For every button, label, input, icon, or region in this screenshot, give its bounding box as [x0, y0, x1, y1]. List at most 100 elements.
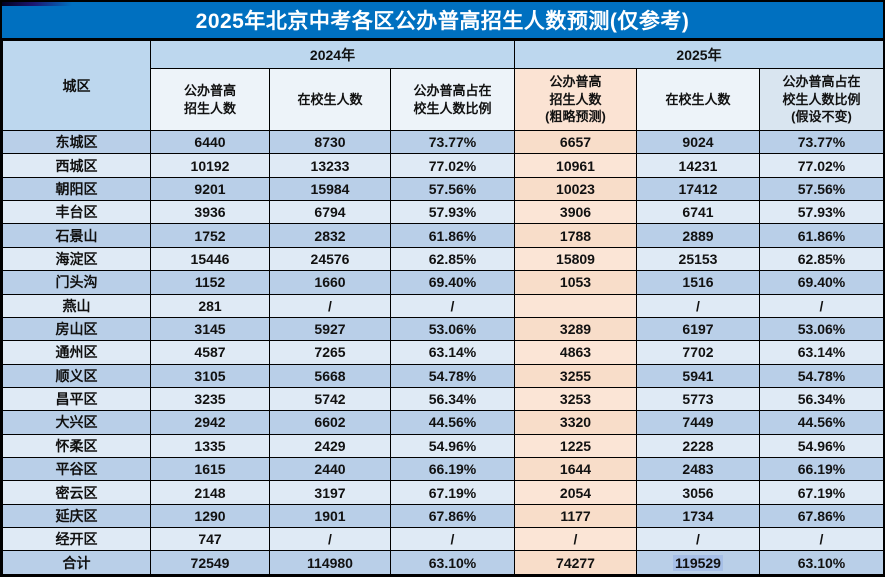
- table-row: 丰台区 3936 6794 57.93% 3906 6741 57.93%: [2, 200, 883, 225]
- data-cell: 61.86%: [390, 223, 515, 248]
- data-cell: 54.78%: [759, 363, 883, 388]
- data-cell: 53.06%: [390, 316, 515, 342]
- data-cell: 1053: [514, 270, 637, 295]
- data-cell: 7265: [269, 340, 391, 365]
- data-cell: 4587: [150, 340, 270, 365]
- data-cell: 3255: [514, 363, 637, 388]
- data-cell: 66.19%: [390, 457, 515, 482]
- data-cell: 10023: [514, 176, 637, 202]
- data-cell: 44.56%: [390, 410, 515, 435]
- data-cell: 1901: [269, 503, 391, 529]
- data-cell: 63.10%: [759, 550, 883, 575]
- data-cell: 63.14%: [390, 340, 515, 365]
- page-title: 2025年北京中考各区公办普高招生人数预测(仅参考): [195, 10, 690, 33]
- column-header-row: 公办普高 招生人数 在校生人数 公办普高占在 校生人数比例 公办普高 招生人数 (粗略…: [3, 68, 883, 131]
- data-cell: /: [759, 527, 883, 552]
- data-cell: 54.96%: [759, 433, 883, 459]
- total-row: 合计 72549 114980 63.10% 74277 119529 63.10%: [2, 550, 883, 575]
- selected-text: 119529: [673, 554, 723, 571]
- data-cell: 67.19%: [390, 480, 515, 505]
- data-cell: 57.93%: [759, 200, 883, 225]
- data-cell: 57.56%: [390, 176, 515, 202]
- data-cell: 6197: [636, 316, 760, 342]
- data-cell: 6657: [514, 129, 637, 155]
- table-row: 房山区 3145 5927 53.06% 3289 6197 53.06%: [2, 316, 883, 342]
- data-cell: 6794: [269, 200, 391, 225]
- data-cell: 13233: [269, 153, 391, 178]
- title-bar: 2025年北京中考各区公办普高招生人数预测(仅参考): [2, 2, 883, 40]
- data-cell: 2228: [636, 433, 760, 459]
- data-cell: 67.86%: [759, 503, 883, 529]
- data-cell: 3906: [514, 200, 637, 225]
- table-row: 石景山 1752 2832 61.86% 1788 2889 61.86%: [2, 223, 883, 248]
- data-cell: 15984: [269, 176, 391, 202]
- table-row: 经开区 747// / / /: [2, 527, 883, 552]
- data-cell: 1660: [269, 270, 391, 295]
- table-row: 海淀区 15446 24576 62.85% 15809 25153 62.85%: [2, 246, 883, 272]
- data-cell: 747: [150, 527, 270, 552]
- data-cell: 1152: [150, 270, 270, 295]
- data-cell: 2440: [269, 457, 391, 482]
- column-header: 公办普高 招生人数 (粗略预测): [514, 68, 637, 131]
- table-row: 怀柔区 1335 2429 54.96% 1225 2228 54.96%: [2, 433, 883, 459]
- data-cell: 67.19%: [759, 480, 883, 505]
- data-cell: 6602: [269, 410, 391, 435]
- data-cell: 6741: [636, 200, 760, 225]
- district-cell: 丰台区: [2, 200, 151, 225]
- data-cell: 4863: [514, 340, 637, 365]
- data-cell: 69.40%: [390, 270, 515, 295]
- column-header: 公办普高 招生人数: [150, 68, 270, 131]
- data-cell: 1788: [514, 223, 637, 248]
- district-cell: 东城区: [2, 129, 151, 155]
- data-cell: 44.56%: [759, 410, 883, 435]
- data-cell: 17412: [636, 176, 760, 202]
- data-cell: 53.06%: [759, 316, 883, 342]
- column-header: 公办普高占在 校生人数比例 (假设不变): [759, 68, 883, 131]
- district-cell: 房山区: [2, 316, 151, 342]
- data-cell: 114980: [269, 550, 391, 575]
- data-cell: 281: [150, 293, 270, 318]
- data-cell: /: [636, 293, 760, 318]
- data-cell: 54.96%: [390, 433, 515, 459]
- column-header: 公办普高占在 校生人数比例: [390, 68, 515, 131]
- data-cell: 72549: [150, 550, 270, 575]
- data-cell: 1644: [514, 457, 637, 482]
- data-cell: 63.14%: [759, 340, 883, 365]
- district-cell: 石景山: [2, 223, 151, 248]
- table-row: 门头沟 1152 1660 69.40% 1053 1516 69.40%: [2, 270, 883, 295]
- data-cell: 62.85%: [759, 246, 883, 272]
- table-row: 朝阳区 9201 15984 57.56% 10023 17412 57.56%: [2, 176, 883, 202]
- district-cell: 怀柔区: [2, 433, 151, 459]
- district-cell: 经开区: [2, 527, 151, 552]
- data-cell: 119529: [636, 550, 760, 575]
- data-cell: 66.19%: [759, 457, 883, 482]
- data-cell: 56.34%: [759, 386, 883, 412]
- data-cell: 9201: [150, 176, 270, 202]
- data-cell: 15446: [150, 246, 270, 272]
- district-cell: 燕山: [2, 293, 151, 318]
- data-cell: 1734: [636, 503, 760, 529]
- data-cell: 1516: [636, 270, 760, 295]
- data-cell: 3253: [514, 386, 637, 412]
- enrollment-forecast-table: 城区 2024年 2025年 公办普高 招生人数 在校生人数 公办普高占在 校生人数…: [2, 40, 883, 575]
- data-cell: 8730: [269, 129, 391, 155]
- column-header: 在校生人数: [269, 68, 391, 131]
- top-gradient-strip: [2, 2, 72, 6]
- column-header: 在校生人数: [636, 68, 760, 131]
- district-cell: 密云区: [2, 480, 151, 505]
- data-cell: 67.86%: [390, 503, 515, 529]
- data-cell: 2054: [514, 480, 637, 505]
- data-cell: 74277: [514, 550, 637, 575]
- data-cell: 2429: [269, 433, 391, 459]
- data-cell: 77.02%: [759, 153, 883, 178]
- data-cell: 3235: [150, 386, 270, 412]
- data-cell: 5773: [636, 386, 760, 412]
- table-row: 延庆区 1290 1901 67.86% 1177 1734 67.86%: [2, 503, 883, 529]
- table-row: 通州区 4587 7265 63.14% 4863 7702 63.14%: [2, 340, 883, 365]
- data-cell: 25153: [636, 246, 760, 272]
- data-cell: /: [514, 527, 637, 552]
- data-cell: 2889: [636, 223, 760, 248]
- data-cell: 10192: [150, 153, 270, 178]
- data-cell: 3197: [269, 480, 391, 505]
- district-cell: 延庆区: [2, 503, 151, 529]
